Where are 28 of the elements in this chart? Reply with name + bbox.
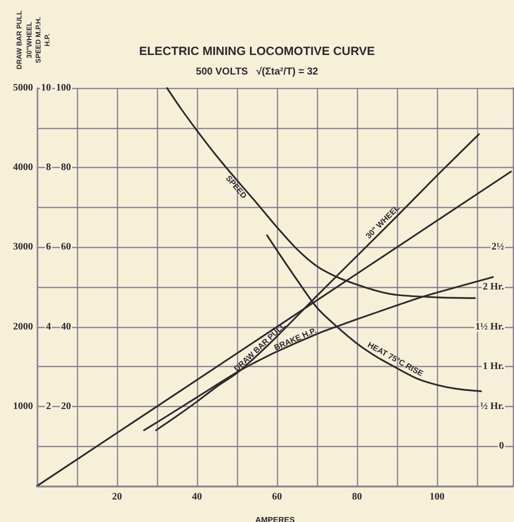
- x-tick-label: 100: [430, 492, 444, 502]
- y-tick-label: 1½ Hr.: [475, 321, 504, 332]
- y-tick-label: 1000: [13, 400, 33, 412]
- y-tick-label: 4000: [13, 162, 33, 174]
- y3-tick-label: 80: [61, 162, 71, 174]
- y3-tick-label: 100: [56, 82, 71, 94]
- y2-tick-label: 8: [46, 162, 51, 174]
- y-tick-label: 2000: [13, 321, 33, 332]
- y-tick-label: 5000: [13, 82, 33, 94]
- x-tick-label: 40: [192, 492, 202, 502]
- y-tick-label: 3000: [13, 242, 33, 253]
- y-tick-label: ½ Hr.: [480, 400, 504, 412]
- y2-tick-label: 4: [46, 321, 51, 332]
- x-tick-label: 20: [112, 492, 122, 502]
- x-tick-label: 80: [352, 492, 362, 502]
- y3-tick-label: 20: [61, 400, 71, 412]
- y-tick-label: 2 Hr.: [482, 282, 504, 292]
- y3-tick-label: 60: [61, 242, 71, 253]
- x-tick-label: 60: [272, 492, 282, 502]
- y-tick-label: 2½: [492, 242, 504, 253]
- y3-tick-label: 40: [61, 321, 71, 332]
- chart-title: ELECTRIC MINING LOCOMOTIVE CURVE: [139, 44, 375, 58]
- y2-tick-label: 6: [46, 242, 51, 253]
- y2-tick-label: 10: [41, 82, 51, 94]
- y2-tick-label: 2: [46, 400, 51, 412]
- chart-subtitle: 500 VOLTS √(Σta²/T) = 32: [196, 66, 319, 78]
- y-tick-label: 0: [499, 440, 504, 452]
- y-tick-label: 1 Hr.: [482, 361, 504, 372]
